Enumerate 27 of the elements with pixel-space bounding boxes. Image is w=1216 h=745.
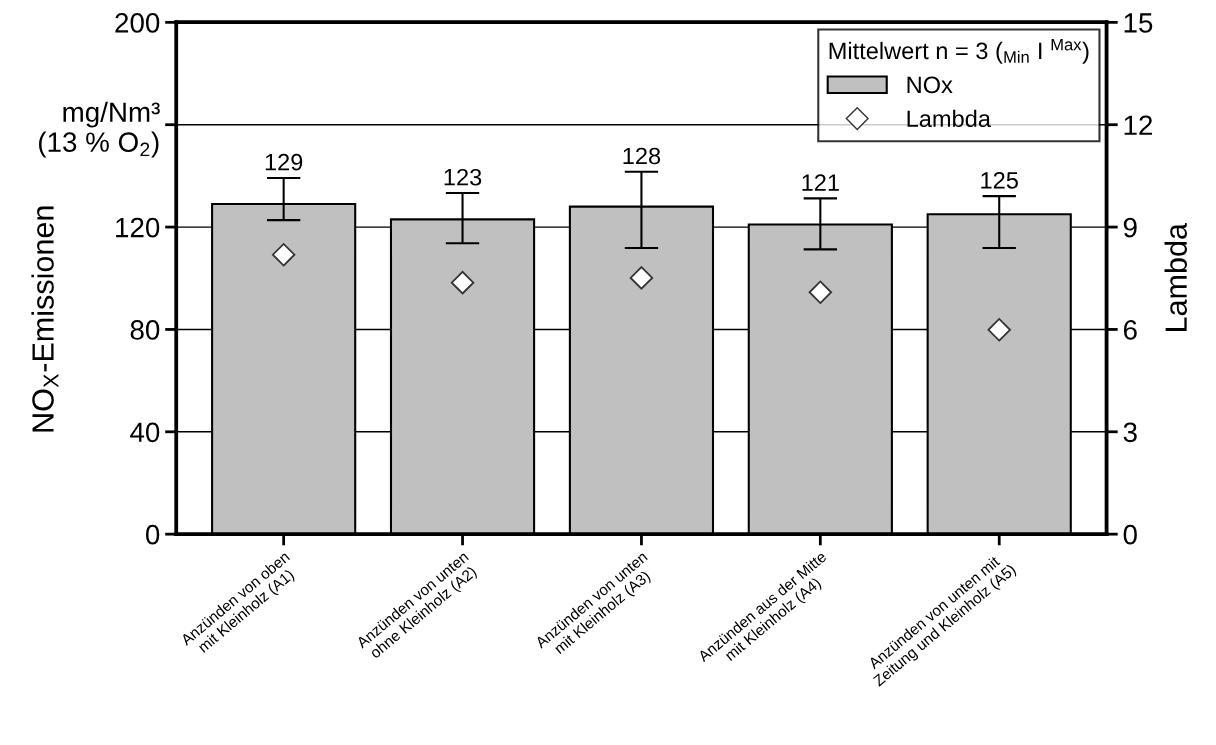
- y-tick-label: mg/Nm³ (13 % O$_{2}$): [39, 101, 160, 158]
- y2-axis-title: Lambda: [1164, 223, 1187, 331]
- data-label: 121: [802, 174, 839, 191]
- point: [987, 318, 1011, 342]
- point: [629, 266, 654, 290]
- data-label: 129: [265, 153, 303, 171]
- y2-tick-label: 0: [1123, 524, 1137, 545]
- y2-tick-label: 15: [1124, 13, 1153, 33]
- data-label: 128: [623, 147, 661, 165]
- y2-tick-label: 6: [1123, 320, 1137, 340]
- legend-label: NOx: [907, 76, 953, 94]
- y-axis-title: NO$_{X}$-Emissionen: [31, 206, 59, 432]
- y-tick-label: 120: [116, 217, 160, 238]
- point: [808, 280, 833, 304]
- legend-label: Lambda: [907, 109, 991, 128]
- y-tick-label: 0: [145, 524, 160, 545]
- y2-tick-label: 12: [1124, 115, 1153, 135]
- point: [450, 270, 475, 295]
- y-tick-label: 80: [130, 320, 160, 340]
- y2-tick-label: 3: [1123, 422, 1137, 443]
- y2-tick-label: 9: [1123, 217, 1137, 238]
- y-tick-label: 40: [130, 422, 160, 443]
- data-label: 125: [981, 171, 1018, 189]
- legend-title: Mittelwert n = 3 ($_{Min}$ I $^{Max}$): [829, 38, 1089, 64]
- data-label: 123: [444, 168, 482, 186]
- point: [271, 243, 296, 267]
- y-tick-label: 200: [115, 13, 160, 33]
